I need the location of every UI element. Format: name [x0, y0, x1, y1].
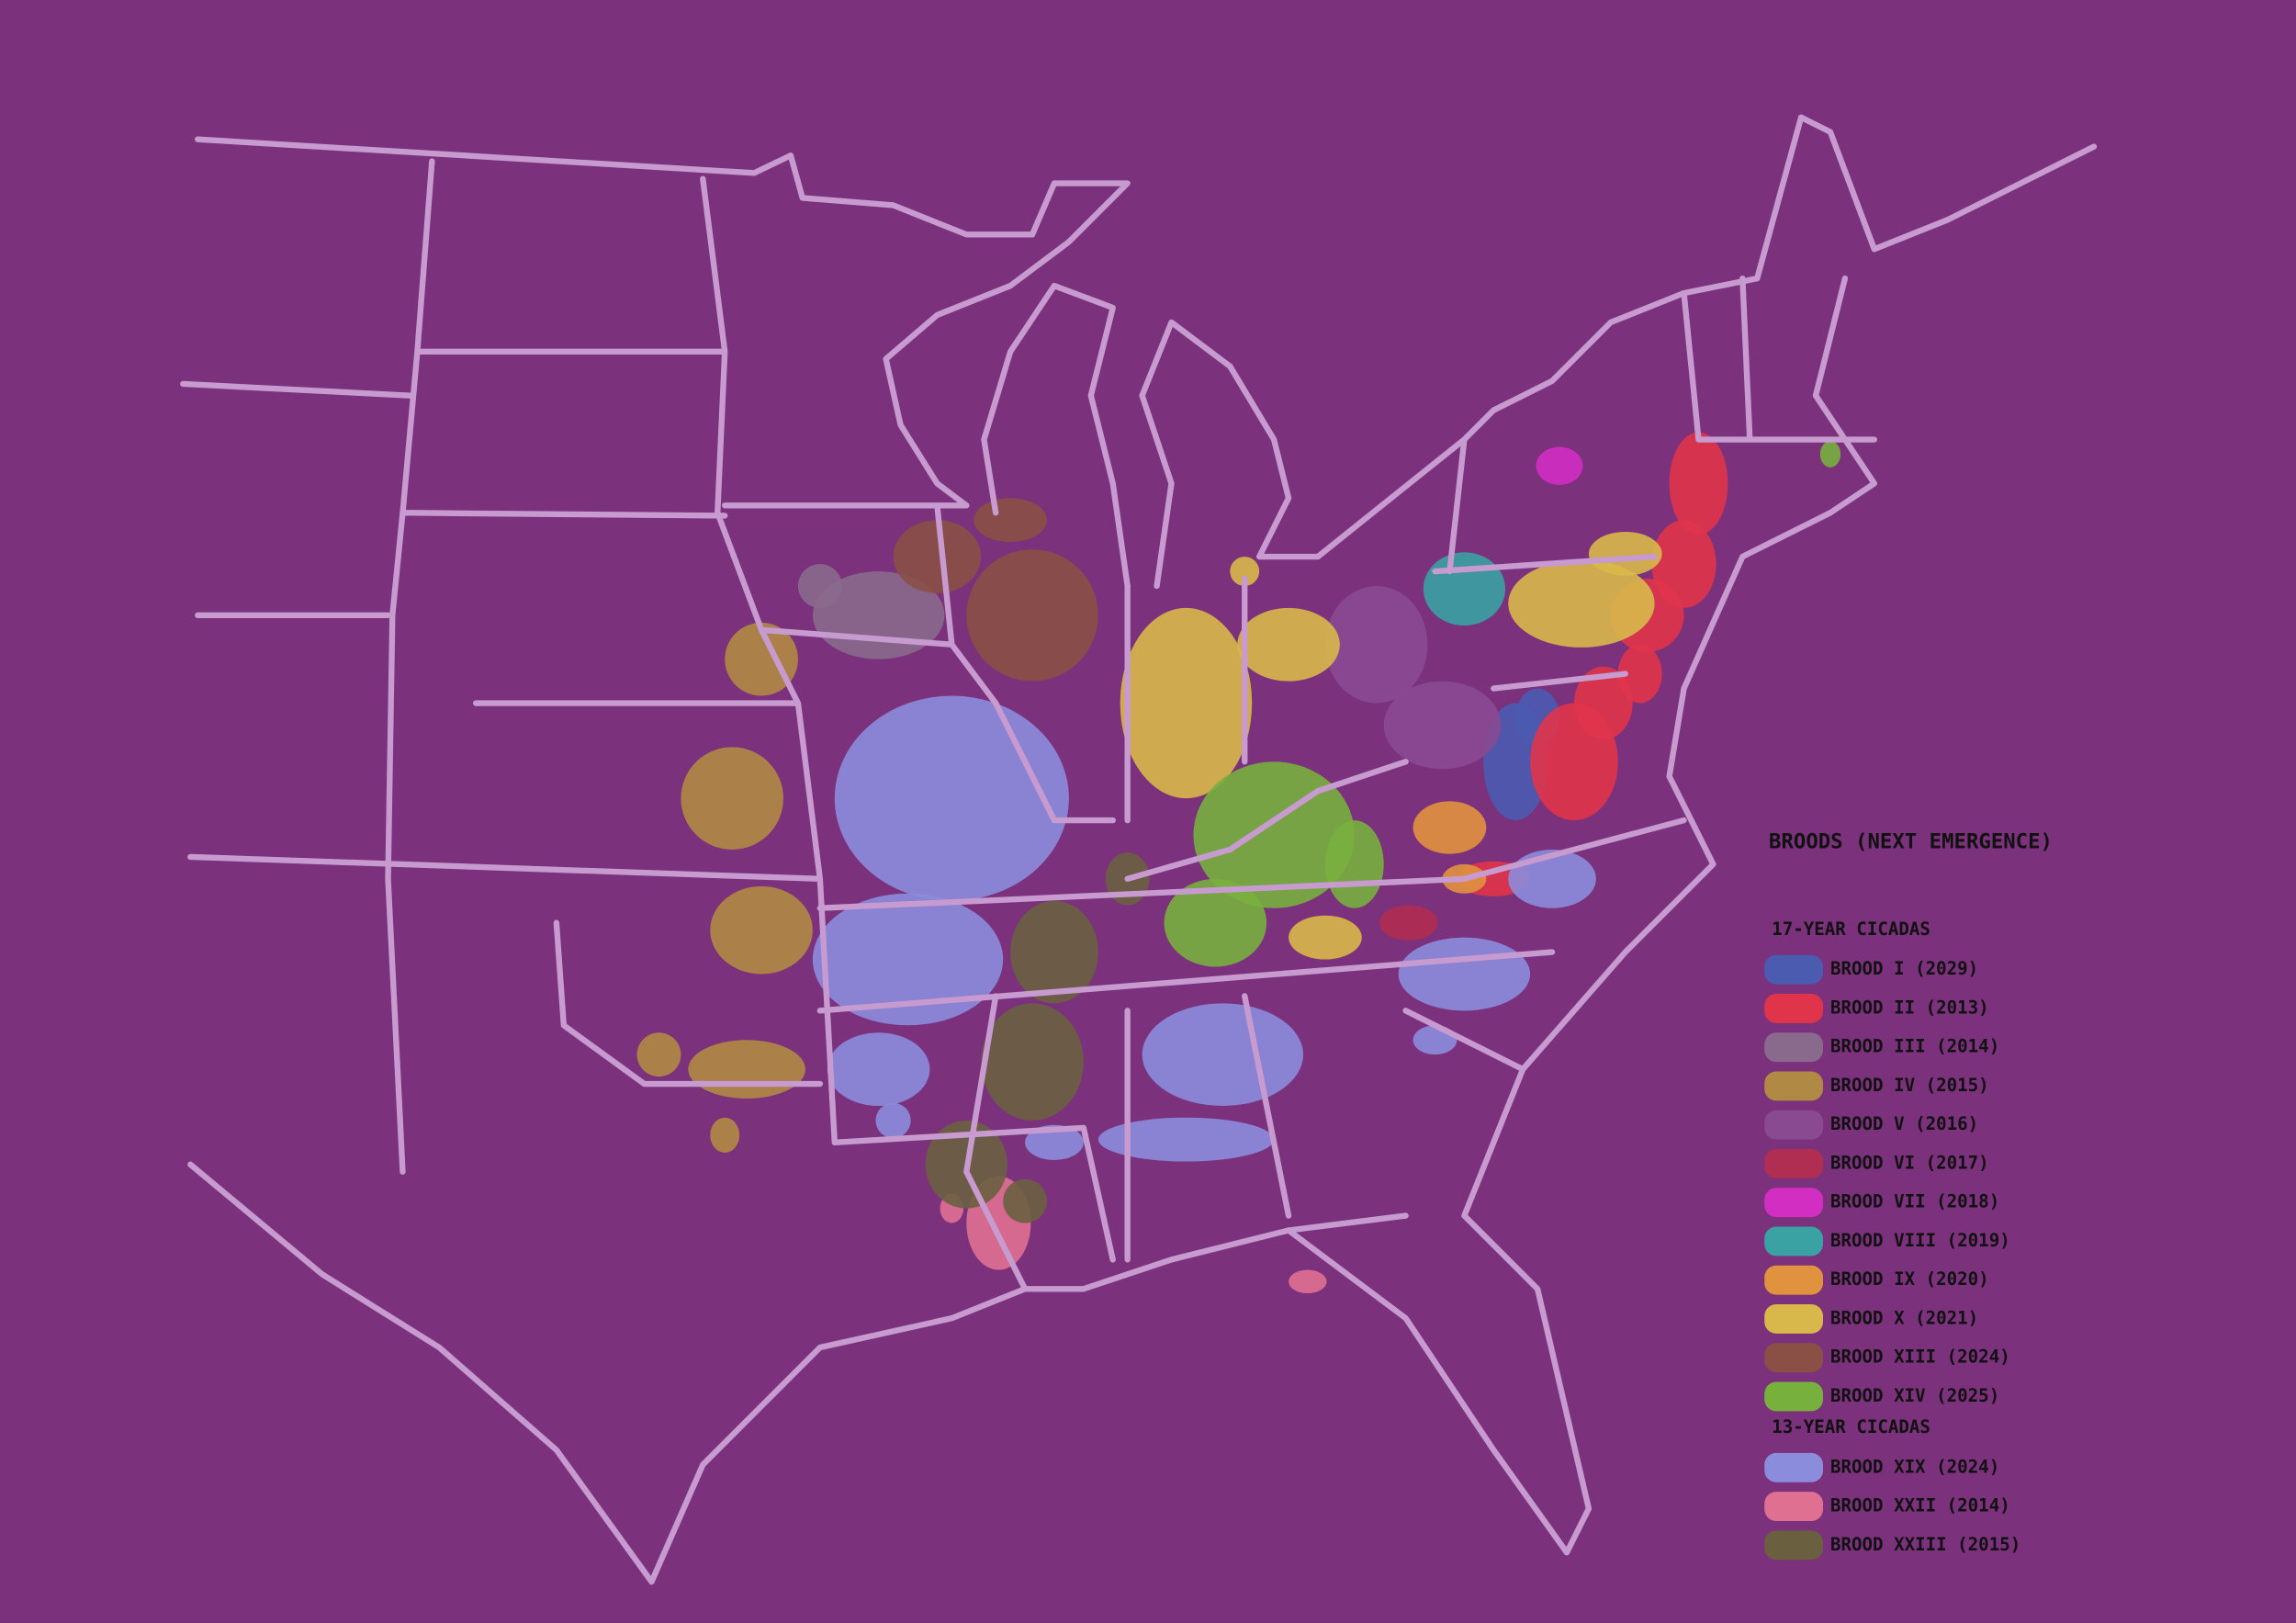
brood-region [1324, 585, 1428, 704]
inner-borders [180, 158, 1878, 1292]
brood-region [1588, 531, 1662, 576]
brood-region [1120, 607, 1253, 799]
brood-region [1324, 820, 1384, 908]
legend-swatch [1764, 994, 1824, 1023]
legend-label: BROOD VI (2017) [1830, 1152, 1989, 1173]
legend-label: BROOD XIV (2025) [1830, 1385, 1999, 1406]
legend-heading: 13-YEAR CICADAS [1772, 1416, 1930, 1437]
brood-region [1003, 1178, 1047, 1223]
brood-region [1508, 559, 1655, 648]
legend-swatch [1764, 1071, 1824, 1101]
brood-region [1193, 761, 1355, 908]
legend: 17-YEAR CICADAS BROOD I (2029) BROOD II (2… [1764, 919, 2020, 1561]
brood-region [681, 747, 783, 850]
legend-label: BROOD VII (2018) [1830, 1191, 1999, 1212]
legend-swatch [1764, 1110, 1824, 1140]
brood-region [834, 695, 1069, 901]
brood-region [1379, 905, 1438, 941]
legend-swatch [1764, 954, 1824, 985]
legend-swatch [1764, 1149, 1824, 1178]
legend-heading: 17-YEAR CICADAS [1772, 919, 1930, 940]
legend-swatch [1764, 1304, 1824, 1334]
legend-swatch [1764, 1032, 1824, 1063]
brood-region [812, 893, 1004, 1026]
brood-region [1536, 446, 1583, 485]
legend-label: BROOD IV (2015) [1830, 1075, 1989, 1096]
legend-label: BROOD IX (2020) [1830, 1268, 1989, 1290]
legend-label: BROOD XIX (2024) [1830, 1456, 1999, 1477]
legend-label: BROOD II (2013) [1830, 997, 1989, 1018]
brood-region [1398, 937, 1531, 1011]
brood-region [710, 1117, 740, 1153]
legend-swatch [1764, 1265, 1824, 1295]
legend-swatch [1764, 1188, 1824, 1218]
brood-region [1669, 432, 1728, 535]
legend-swatch [1764, 1492, 1824, 1521]
brood-region [1412, 801, 1487, 854]
legend-swatch [1764, 1226, 1824, 1257]
legend-swatch [1764, 1343, 1824, 1373]
brood-regions [636, 432, 1841, 1294]
brood-region [1412, 1025, 1458, 1055]
brood-region [710, 885, 813, 975]
legend-label: BROOD V (2016) [1830, 1113, 1978, 1134]
legend-label: BROOD VIII (2019) [1830, 1230, 2010, 1251]
brood-region [827, 1032, 930, 1106]
brood-region [797, 564, 842, 608]
brood-region [1025, 1124, 1084, 1160]
legend-label: BROOD XXII (2014) [1830, 1495, 2010, 1516]
brood-region [875, 1102, 911, 1139]
legend-label: BROOD XXIII (2015) [1830, 1534, 2020, 1555]
brood-region [1237, 607, 1340, 682]
legend-title: BROODS (NEXT EMERGENCE) [1769, 829, 2053, 853]
brood-region [1289, 915, 1362, 960]
legend-label: BROOD X (2021) [1830, 1307, 1978, 1328]
brood-region [1289, 1269, 1327, 1294]
legend-swatch [1764, 1452, 1824, 1482]
legend-label: BROOD III (2014) [1830, 1036, 1999, 1057]
brood-region [1230, 557, 1260, 586]
brood-region [1164, 878, 1267, 967]
brood-region [1617, 644, 1662, 704]
legend-label: BROOD I (2029) [1830, 958, 1978, 979]
brood-region [688, 1040, 805, 1099]
state-borders [180, 114, 2098, 1585]
brood-region [725, 622, 798, 696]
brood-region [893, 520, 982, 593]
brood-region [981, 1003, 1084, 1121]
brood-region [1819, 441, 1841, 468]
brood-region [1383, 681, 1502, 770]
outline [187, 114, 2098, 1585]
brood-region [966, 549, 1098, 682]
brood-region [1573, 666, 1633, 740]
legend-swatch [1764, 1381, 1824, 1412]
brood-region [1010, 900, 1098, 1004]
brood-region [1423, 552, 1506, 626]
legend-label: BROOD XIII (2024) [1830, 1347, 2010, 1368]
brood-region [1097, 1117, 1275, 1162]
brood-region [974, 498, 1047, 543]
brood-region [636, 1032, 681, 1077]
legend-swatch [1764, 1530, 1824, 1561]
brood-region [1142, 1003, 1304, 1106]
